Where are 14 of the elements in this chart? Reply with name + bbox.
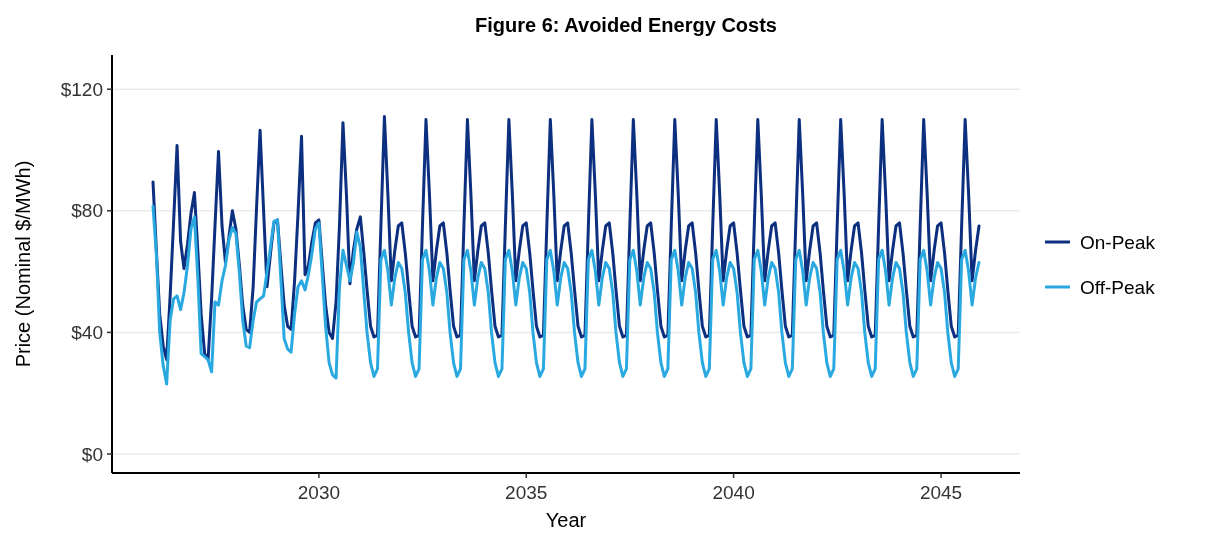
x-tick-label: 2045 xyxy=(919,482,963,503)
x-tick-label: 2040 xyxy=(712,482,755,503)
x-tick-label: 2030 xyxy=(297,482,341,503)
legend-label: On-Peak xyxy=(1080,231,1156,253)
y-tick-label: $120 xyxy=(60,78,103,100)
y-tick-label: $40 xyxy=(71,322,103,344)
line-series xyxy=(151,204,981,386)
chart-title: Figure 6: Avoided Energy Costs xyxy=(475,14,777,36)
legend-label: Off-Peak xyxy=(1080,276,1156,298)
y-tick-label: $0 xyxy=(81,443,103,465)
y-axis-title: Price (Nominal $/MWh) xyxy=(12,160,34,368)
x-tick-label: 2035 xyxy=(505,482,548,503)
y-tick-label: $80 xyxy=(71,200,103,222)
x-axis-title: Year xyxy=(545,509,587,531)
